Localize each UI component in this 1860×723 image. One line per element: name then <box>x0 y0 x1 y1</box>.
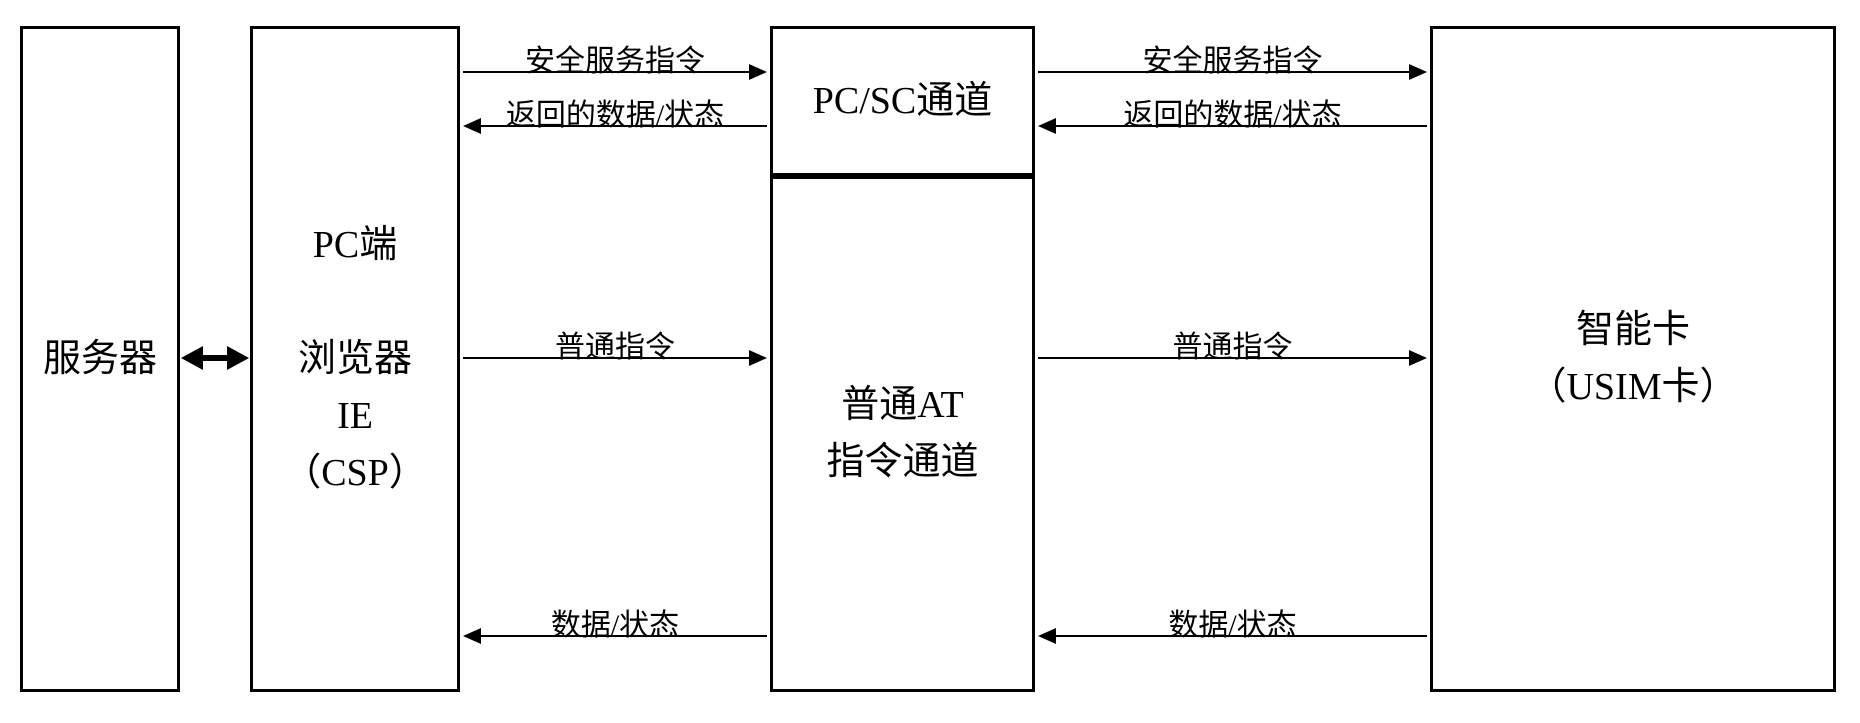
at-channel-label: 普通AT指令通道 <box>826 377 978 491</box>
arrow-label: 安全服务指令 <box>1038 36 1427 80</box>
arrow-label: 数据/状态 <box>1038 600 1427 644</box>
smartcard-label: 智能卡（USIM卡） <box>1528 302 1737 416</box>
server-box: 服务器 <box>20 26 180 692</box>
pc-browser-label: PC端 浏览器IE（CSP） <box>283 217 427 502</box>
arrow-label: 普通指令 <box>1038 322 1427 366</box>
pcsc-channel-label: PC/SC通道 <box>813 73 993 130</box>
server-label: 服务器 <box>43 331 157 388</box>
arrow-label: 返回的数据/状态 <box>463 90 767 134</box>
pc-browser-box: PC端 浏览器IE（CSP） <box>250 26 460 692</box>
arrow-label: 安全服务指令 <box>463 36 767 80</box>
arrow-label: 数据/状态 <box>463 600 767 644</box>
pcsc-channel-box: PC/SC通道 <box>770 26 1035 176</box>
arrow-label: 普通指令 <box>463 322 767 366</box>
smartcard-box: 智能卡（USIM卡） <box>1430 26 1836 692</box>
arrow-label: 返回的数据/状态 <box>1038 90 1427 134</box>
at-channel-box: 普通AT指令通道 <box>770 176 1035 692</box>
